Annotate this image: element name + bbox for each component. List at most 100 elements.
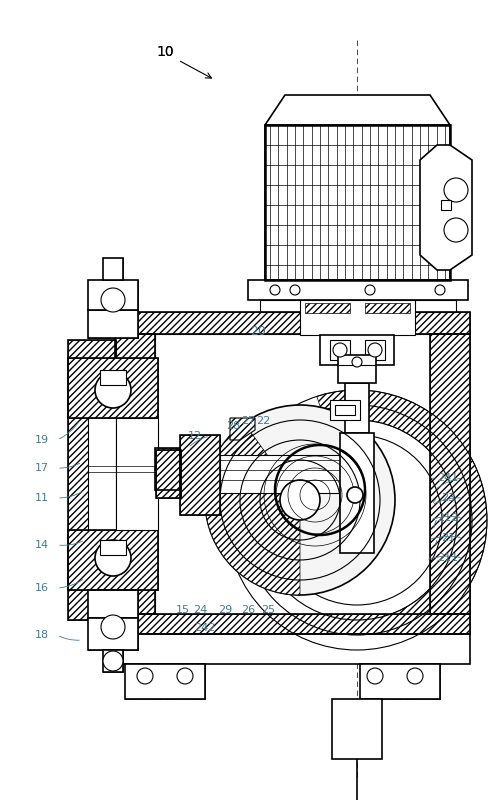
Circle shape (406, 668, 422, 684)
Bar (68, 340, 116, 620)
Bar (155, 334, 429, 614)
Bar (88, 280, 138, 310)
Bar (115, 634, 469, 664)
Text: 28: 28 (225, 421, 240, 431)
Bar (68, 340, 116, 620)
Bar (364, 340, 384, 360)
Text: 29: 29 (218, 605, 232, 615)
Text: 10: 10 (156, 45, 173, 59)
Bar (88, 310, 138, 338)
Circle shape (280, 480, 319, 520)
Circle shape (177, 668, 193, 684)
Bar (440, 200, 450, 210)
Bar (103, 650, 123, 672)
Text: 26: 26 (241, 605, 255, 615)
Circle shape (366, 668, 382, 684)
Circle shape (289, 285, 299, 295)
Circle shape (137, 668, 153, 684)
Text: 11: 11 (35, 493, 49, 503)
Circle shape (364, 285, 374, 295)
Bar (319, 335, 393, 365)
Bar (88, 280, 138, 310)
Text: 10: 10 (156, 45, 173, 59)
Bar (429, 334, 469, 614)
Bar (115, 334, 155, 614)
Circle shape (367, 343, 381, 357)
Bar (359, 664, 439, 699)
Circle shape (101, 615, 125, 639)
Bar (88, 618, 138, 650)
Text: 19: 19 (35, 435, 49, 445)
Bar (115, 334, 155, 614)
Bar (180, 435, 220, 515)
Bar (156, 450, 181, 498)
Text: 242: 242 (194, 623, 215, 633)
Bar (264, 125, 449, 280)
Bar (220, 455, 339, 493)
Bar (264, 125, 449, 280)
Text: 25: 25 (261, 605, 274, 615)
Circle shape (101, 288, 125, 312)
Bar (88, 358, 116, 602)
Text: 22: 22 (255, 416, 269, 426)
Circle shape (95, 372, 131, 408)
Text: 18: 18 (35, 630, 49, 640)
Text: 23: 23 (440, 493, 454, 503)
Text: 211: 211 (437, 553, 458, 563)
Bar (68, 530, 158, 590)
Circle shape (332, 343, 346, 357)
Bar (98, 290, 128, 310)
Polygon shape (204, 423, 299, 595)
Bar (305, 303, 349, 313)
Bar (429, 334, 469, 614)
Bar (337, 355, 375, 383)
Bar (359, 664, 439, 699)
Bar (329, 400, 359, 420)
Circle shape (95, 540, 131, 576)
Text: 24: 24 (192, 605, 207, 615)
Bar (103, 258, 123, 280)
Circle shape (269, 285, 280, 295)
Bar (115, 312, 469, 334)
Bar (331, 699, 381, 759)
Bar (155, 448, 180, 490)
Circle shape (103, 651, 123, 671)
Circle shape (351, 357, 361, 367)
Text: 12: 12 (187, 431, 202, 441)
Bar (116, 460, 156, 478)
Text: 16: 16 (35, 583, 49, 593)
Bar (68, 358, 158, 418)
Bar (115, 614, 469, 634)
Bar (364, 303, 409, 313)
Bar (115, 312, 469, 334)
Polygon shape (419, 145, 471, 270)
Text: 21: 21 (440, 533, 454, 543)
Bar (247, 280, 467, 300)
Bar (68, 530, 158, 590)
Bar (339, 433, 373, 553)
Bar (68, 358, 158, 418)
Bar (155, 448, 180, 490)
Text: 241: 241 (436, 473, 458, 483)
Bar (88, 590, 138, 618)
Polygon shape (264, 95, 449, 125)
Bar (100, 540, 126, 555)
Text: 27: 27 (241, 416, 255, 426)
Text: 14: 14 (35, 540, 49, 550)
Polygon shape (316, 390, 486, 650)
Text: 20: 20 (249, 326, 265, 338)
Bar (329, 340, 349, 360)
Bar (299, 300, 414, 335)
Bar (180, 435, 220, 515)
Circle shape (346, 487, 362, 503)
Bar (156, 450, 181, 498)
Polygon shape (229, 418, 254, 440)
Bar (115, 614, 469, 634)
Bar (345, 383, 368, 433)
Bar (334, 405, 354, 415)
Bar (260, 300, 455, 312)
Text: 212: 212 (436, 513, 458, 523)
Bar (125, 664, 204, 699)
Bar (100, 370, 126, 385)
Circle shape (443, 178, 467, 202)
